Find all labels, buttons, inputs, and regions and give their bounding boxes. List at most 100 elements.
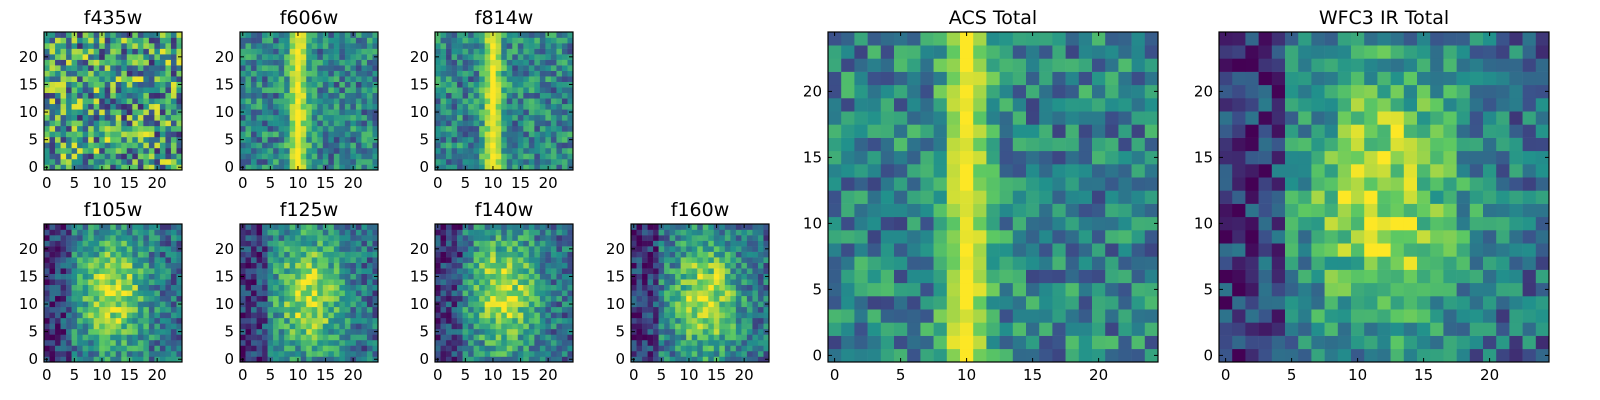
heatmap-cell (528, 240, 535, 247)
heatmap-cell (77, 317, 83, 324)
heatmap-cell (137, 81, 144, 88)
heatmap-cell (71, 142, 78, 149)
heatmap-cell (636, 235, 643, 241)
heatmap-cell (295, 284, 302, 291)
heatmap-cell (267, 273, 274, 280)
heatmap-cell (77, 334, 83, 341)
heatmap-cell (66, 87, 72, 94)
heatmap-cell (501, 273, 508, 280)
heatmap-cell (82, 257, 89, 263)
heatmap-cell (517, 345, 524, 352)
heatmap-cell (240, 284, 246, 291)
heatmap-cell (556, 323, 563, 330)
heatmap-cell (669, 312, 676, 319)
heatmap-cell (1026, 348, 1040, 363)
y-tick-label: 5 (28, 323, 38, 341)
heatmap-cell (126, 268, 133, 274)
heatmap-cell (306, 328, 313, 335)
heatmap-cell (545, 229, 552, 236)
heatmap-cell (561, 323, 568, 330)
heatmap-cell (93, 54, 100, 60)
heatmap-cell (148, 356, 155, 363)
heatmap-cell (339, 142, 346, 149)
heatmap-cell (71, 131, 78, 138)
heatmap-cell (295, 257, 302, 263)
heatmap-cell (350, 87, 357, 94)
heatmap-cell (251, 290, 257, 297)
heatmap-cell (66, 158, 72, 165)
heatmap-cell (479, 345, 485, 352)
heatmap-cell (333, 65, 340, 71)
heatmap-cell (680, 251, 687, 258)
heatmap-cell (735, 268, 742, 274)
heatmap-cell (451, 103, 458, 110)
heatmap-cell (653, 262, 659, 269)
heatmap-cell (104, 32, 111, 38)
heatmap-cell (468, 356, 474, 363)
heatmap-cell (328, 70, 335, 77)
heatmap-cell (462, 98, 469, 105)
heatmap-cell (440, 284, 447, 291)
heatmap-cell (300, 43, 307, 49)
heatmap-cell (256, 262, 263, 269)
heatmap-cell (60, 142, 67, 149)
heatmap-cell (284, 229, 290, 236)
heatmap-cell (273, 136, 279, 143)
heatmap-cell (121, 251, 128, 258)
heatmap-cell (137, 279, 144, 286)
heatmap-cell (920, 282, 934, 297)
heatmap-cell (110, 306, 117, 313)
heatmap-cell (82, 306, 89, 313)
heatmap-cell (457, 70, 463, 77)
heatmap-cell (361, 328, 368, 335)
heatmap-cell (322, 279, 329, 286)
heatmap-cell (104, 43, 111, 49)
heatmap-cell (567, 65, 574, 71)
heatmap-cell (77, 301, 83, 308)
heatmap-cell (88, 295, 94, 302)
heatmap-cell (88, 114, 94, 121)
heatmap-cell (550, 98, 557, 105)
heatmap-cell (528, 312, 535, 319)
heatmap-cell (735, 356, 742, 363)
heatmap-cell (350, 136, 357, 143)
heatmap-cell (176, 142, 183, 149)
heatmap-cell (154, 136, 161, 143)
heatmap-cell (88, 48, 94, 55)
heatmap-cell (1052, 335, 1066, 350)
heatmap-cell (468, 306, 474, 313)
heatmap-cell (631, 240, 637, 247)
heatmap-cell (1026, 216, 1040, 231)
heatmap-cell (473, 158, 480, 165)
heatmap-cell (278, 98, 285, 105)
heatmap-cell (154, 350, 161, 357)
heatmap-cell (88, 268, 94, 274)
heatmap-cell (631, 235, 637, 241)
axes-frame (43, 223, 183, 363)
heatmap-cell (121, 103, 128, 110)
heatmap-cell (88, 317, 94, 324)
heatmap-cell (366, 120, 373, 127)
heatmap-cell (841, 296, 855, 310)
heatmap-cell (154, 273, 161, 280)
heatmap-cell (355, 120, 362, 127)
heatmap-cell (757, 268, 764, 274)
heatmap-cell (328, 65, 335, 71)
heatmap-cell (512, 59, 519, 66)
heatmap-cell (495, 251, 502, 258)
heatmap-cell (311, 262, 318, 269)
heatmap-cell (322, 37, 329, 44)
heatmap-cell (245, 328, 252, 335)
heatmap-cell (267, 235, 274, 241)
heatmap-cell (328, 235, 335, 241)
heatmap-cell (82, 246, 89, 252)
heatmap-cell (44, 345, 50, 352)
heatmap-cell (999, 322, 1014, 336)
heatmap-cell (512, 103, 519, 110)
heatmap-cell (55, 109, 61, 116)
heatmap-cell (115, 147, 122, 154)
heatmap-cell (490, 65, 497, 71)
heatmap-cell (372, 48, 379, 55)
heatmap-cell (82, 147, 89, 154)
heatmap-cell (262, 59, 268, 66)
